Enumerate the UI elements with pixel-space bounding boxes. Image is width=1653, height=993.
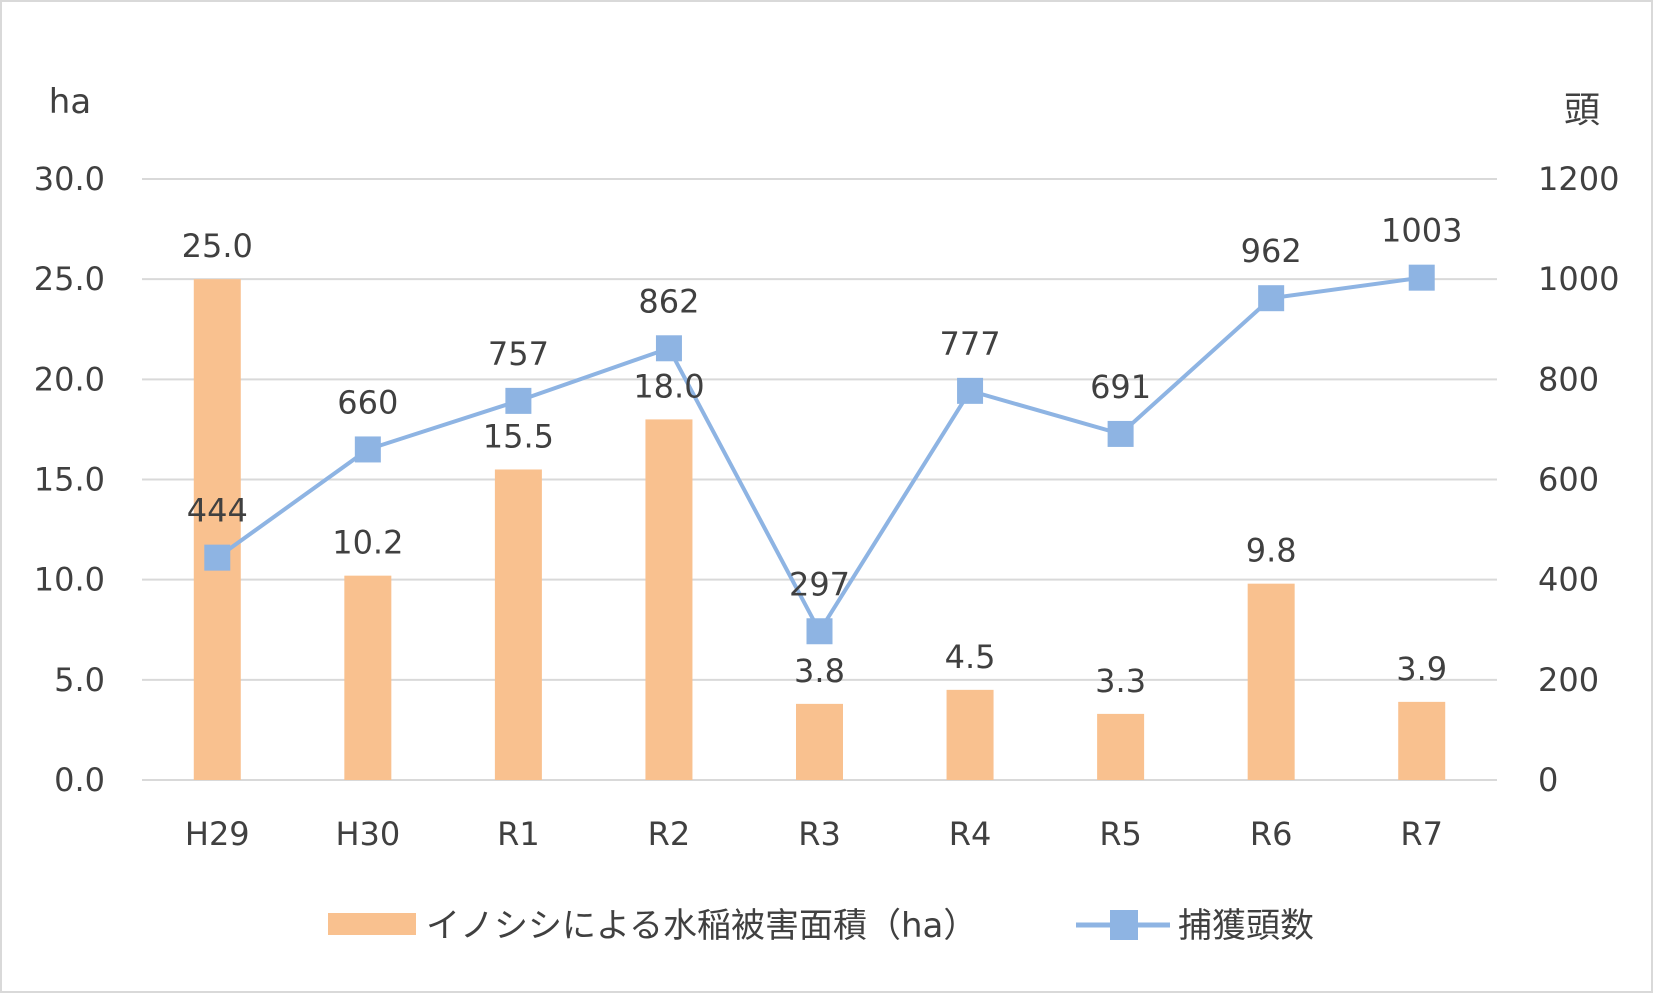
line-marker (1107, 420, 1134, 447)
legend-label-line: 捕獲頭数 (1178, 906, 1314, 946)
y-left-tick-label: 30.0 (34, 160, 105, 198)
y-left-tick-label: 25.0 (34, 260, 105, 298)
line-marker (204, 544, 231, 571)
line-data-label: 862 (638, 282, 699, 320)
line-marker (1408, 264, 1435, 291)
line-marker (505, 387, 532, 414)
y-right-axis-label: 頭 (1564, 90, 1600, 131)
x-tick-label: R3 (798, 815, 841, 853)
x-tick-label: R2 (648, 815, 691, 853)
bar (344, 575, 392, 780)
bar (1247, 583, 1295, 780)
bar-data-label: 15.5 (483, 417, 554, 455)
line-marker (1258, 285, 1285, 312)
y-left-tick-label: 0.0 (54, 761, 105, 799)
legend: イノシシによる水稲被害面積（ha） 捕獲頭数 (328, 906, 1314, 946)
y-right-tick-label: 600 (1538, 461, 1599, 499)
line-data-label: 962 (1241, 232, 1302, 270)
line-data-label: 1003 (1381, 212, 1462, 250)
bar (494, 469, 542, 780)
bar-data-label: 18.0 (633, 367, 704, 405)
y-left-tick-label: 10.0 (34, 561, 105, 599)
line-marker (354, 436, 381, 463)
bar (193, 279, 241, 780)
y-left-tick-label: 5.0 (54, 661, 105, 699)
bar (946, 689, 994, 780)
x-tick-label: H30 (335, 815, 400, 853)
bar-data-label: 9.8 (1246, 532, 1297, 570)
bar-data-label: 10.2 (332, 524, 403, 562)
bar (1097, 713, 1145, 780)
line-data-label: 660 (337, 383, 398, 421)
bar-data-label: 25.0 (182, 227, 253, 265)
line-marker (806, 618, 833, 645)
y-right-tick-label: 200 (1538, 661, 1599, 699)
x-tick-label: R1 (497, 815, 540, 853)
legend-label-bar: イノシシによる水稲被害面積（ha） (426, 906, 977, 946)
y-right-tick-label: 400 (1538, 561, 1599, 599)
y-left-axis-label: ha (49, 82, 91, 122)
x-tick-label: R7 (1400, 815, 1443, 853)
bar-data-label: 3.3 (1095, 662, 1146, 700)
line-data-label: 297 (789, 565, 850, 603)
line-marker (957, 377, 984, 404)
y-left-tick-label: 15.0 (34, 461, 105, 499)
x-tick-label: R4 (949, 815, 992, 853)
line-data-label: 444 (187, 492, 248, 530)
bar (1398, 701, 1446, 780)
legend-marker-square (1110, 910, 1138, 940)
y-right-tick-label: 0 (1538, 761, 1558, 799)
x-tick-label: H29 (185, 815, 250, 853)
bar (796, 703, 843, 780)
line-data-label: 757 (488, 335, 549, 373)
line-data-label: 691 (1090, 368, 1151, 406)
y-right-tick-label: 1200 (1538, 160, 1619, 198)
x-tick-label: R5 (1099, 815, 1142, 853)
bar-data-label: 4.5 (945, 638, 996, 676)
y-left-tick-label: 20.0 (34, 360, 105, 398)
y-right-tick-label: 1000 (1538, 260, 1619, 298)
bar (645, 419, 693, 780)
y-right-tick-label: 800 (1538, 360, 1599, 398)
legend-swatch-bar (328, 913, 416, 935)
bar-data-label: 3.9 (1396, 650, 1447, 688)
line-marker (655, 335, 682, 362)
bar-data-label: 3.8 (794, 652, 845, 690)
x-tick-label: R6 (1250, 815, 1293, 853)
line-data-label: 777 (940, 325, 1001, 363)
